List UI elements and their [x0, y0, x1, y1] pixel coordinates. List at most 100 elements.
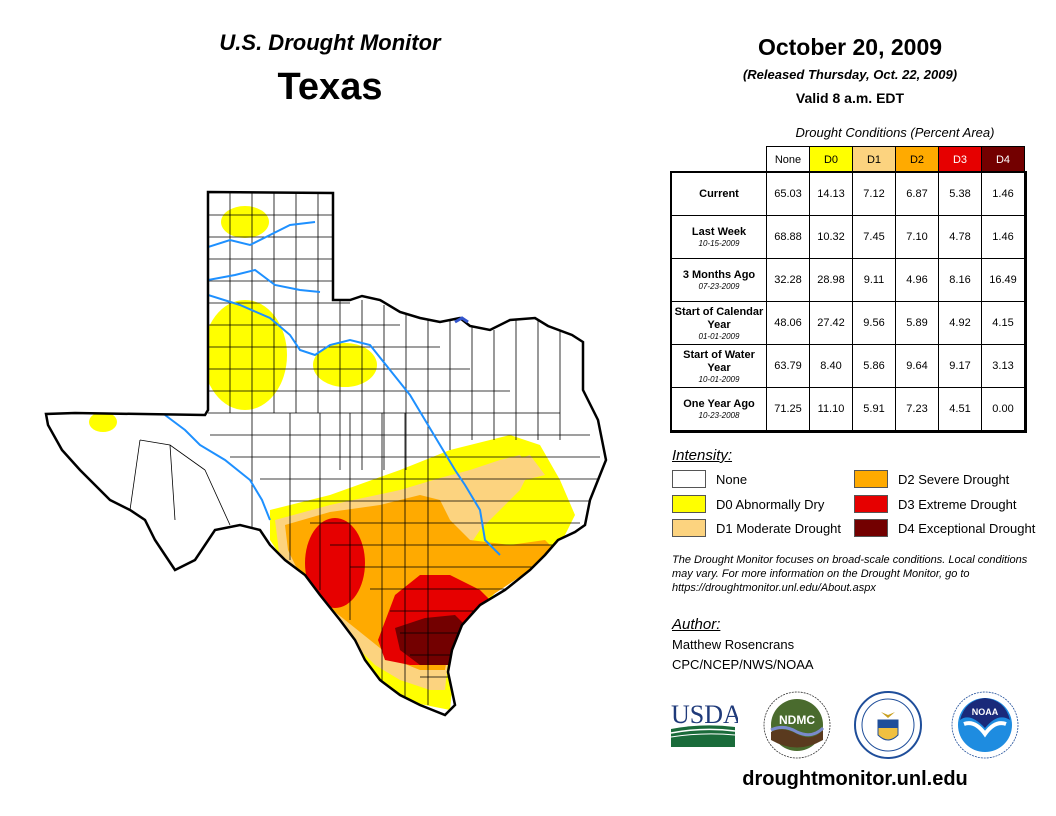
legend-item-none: None: [672, 470, 747, 488]
table-cell: 5.89: [895, 301, 939, 345]
table-cell: 14.13: [809, 172, 853, 216]
table-cell: 5.91: [852, 387, 896, 431]
table-cell: 71.25: [766, 387, 810, 431]
drought-conditions-table: None D0 D1 D2 D3 D4 Current 65.03 14.13 7.1…: [669, 146, 1027, 433]
commerce-logo: [854, 691, 922, 759]
d0-area: [203, 300, 287, 410]
legend-label: D0 Abnormally Dry: [716, 496, 825, 512]
col-d1: D1: [852, 146, 896, 173]
region-title: Texas: [277, 66, 383, 108]
legend-title: Intensity:: [672, 447, 733, 464]
d0-area: [89, 412, 117, 432]
author-name: Matthew Rosencrans: [672, 637, 795, 652]
col-d0: D0: [809, 146, 853, 173]
author-heading: Author:: [672, 616, 721, 633]
legend-item-d3: D3 Extreme Drought: [854, 495, 1017, 513]
legend-label: D2 Severe Drought: [898, 471, 1010, 487]
valid-time: Valid 8 a.m. EDT: [795, 90, 905, 106]
map-title: U.S. Drought Monitor: [219, 30, 441, 55]
table-cell: 1.46: [981, 172, 1025, 216]
legend-item-d0: D0 Abnormally Dry: [672, 495, 824, 513]
table-cell: 9.11: [852, 258, 896, 302]
d4-area: [395, 615, 465, 665]
table-caption: Drought Conditions (Percent Area): [795, 125, 995, 140]
table-cell: 5.86: [852, 344, 896, 388]
table-row: One Year Ago 10-23-2008 71.25 11.10 5.91 7.23…: [671, 387, 1025, 431]
row-label: 3 Months Ago 07-23-2009: [671, 258, 767, 302]
lake-texoma: [454, 316, 469, 324]
legend-label: None: [716, 471, 748, 487]
legend-swatch: [672, 470, 706, 488]
legend-label: D1 Moderate Drought: [716, 520, 842, 536]
table-cell: 0.00: [981, 387, 1025, 431]
table-row: Start of Water Year 10-01-2009 63.79 8.40 5.…: [671, 344, 1025, 388]
col-none: None: [766, 146, 810, 173]
legend-swatch: [672, 495, 706, 513]
table-cell: 6.87: [895, 172, 939, 216]
website-url[interactable]: droughtmonitor.unl.edu: [742, 768, 968, 790]
legend-label: D3 Extreme Drought: [898, 496, 1017, 512]
table-cell: 4.96: [895, 258, 939, 302]
row-date: 07-23-2009: [698, 282, 740, 291]
map-date: October 20, 2009: [757, 34, 943, 60]
table-cell: 16.49: [981, 258, 1025, 302]
row-date: 01-01-2009: [698, 331, 740, 341]
table-cell: 32.28: [766, 258, 810, 302]
legend-label: D4 Exceptional Drought: [898, 520, 1036, 536]
table-cell: 63.79: [766, 344, 810, 388]
table-cell: 9.56: [852, 301, 896, 345]
disclaimer-note: The Drought Monitor focuses on broad-sca…: [672, 554, 1028, 594]
svg-text:NOAA: NOAA: [972, 707, 999, 717]
texas-drought-map: [44, 190, 608, 717]
table-cell: 7.10: [895, 215, 939, 259]
legend-item-d4: D4 Exceptional Drought: [854, 519, 1035, 537]
table-cell: 5.38: [938, 172, 982, 216]
table-cell: 8.40: [809, 344, 853, 388]
noaa-logo: NOAA: [951, 691, 1019, 759]
table-cell: 27.42: [809, 301, 853, 345]
table-cell: 68.88: [766, 215, 810, 259]
row-label-text: Current: [699, 187, 739, 200]
release-date: (Released Thursday, Oct. 22, 2009): [742, 67, 958, 82]
row-label: Start of Water Year 10-01-2009: [671, 344, 767, 388]
table-row: Last Week 10-15-2009 68.88 10.32 7.45 7.10 4.7…: [671, 215, 1025, 259]
legend-item-d2: D2 Severe Drought: [854, 470, 1009, 488]
none-area: [46, 192, 606, 715]
legend-swatch: [672, 519, 706, 537]
table-cell: 4.15: [981, 301, 1025, 345]
col-d2: D2: [895, 146, 939, 173]
row-label: One Year Ago 10-23-2008: [671, 387, 767, 431]
row-date: 10-01-2009: [698, 374, 740, 384]
d0-area: [313, 343, 377, 387]
table-cell: 8.16: [938, 258, 982, 302]
table-cell: 28.98: [809, 258, 853, 302]
table-cell: 7.23: [895, 387, 939, 431]
table-cell: 11.10: [809, 387, 853, 431]
table-body: Current 65.03 14.13 7.12 6.87 5.38 1.46 Last We…: [669, 170, 1027, 433]
row-label-text: Start of Water Year: [683, 348, 755, 374]
table-cell: 4.92: [938, 301, 982, 345]
d0-area: [221, 206, 269, 238]
table-cell: 10.32: [809, 215, 853, 259]
row-date: 10-23-2008: [698, 411, 740, 420]
col-d4: D4: [981, 146, 1025, 173]
table-cell: 9.17: [938, 344, 982, 388]
table-row: 3 Months Ago 07-23-2009 32.28 28.98 9.11 4.96…: [671, 258, 1025, 302]
table-header-row: None D0 D1 D2 D3 D4: [672, 146, 1025, 173]
table-cell: 7.12: [852, 172, 896, 216]
table-cell: 7.45: [852, 215, 896, 259]
usda-logo: USDA: [670, 700, 738, 747]
table-cell: 9.64: [895, 344, 939, 388]
row-label-text: One Year Ago: [683, 398, 755, 410]
ndmc-logo: NDMC: [763, 691, 831, 759]
table-cell: 4.51: [938, 387, 982, 431]
table-cell: 1.46: [981, 215, 1025, 259]
table-cell: 3.13: [981, 344, 1025, 388]
row-date: 10-15-2009: [698, 239, 740, 248]
table-cell: 4.78: [938, 215, 982, 259]
col-d3: D3: [938, 146, 982, 173]
d1-area: [500, 455, 545, 480]
row-label: Start of Calendar Year 01-01-2009: [671, 301, 767, 345]
svg-text:USDA: USDA: [671, 700, 738, 729]
table-row: Current 65.03 14.13 7.12 6.87 5.38 1.46: [671, 172, 1025, 216]
